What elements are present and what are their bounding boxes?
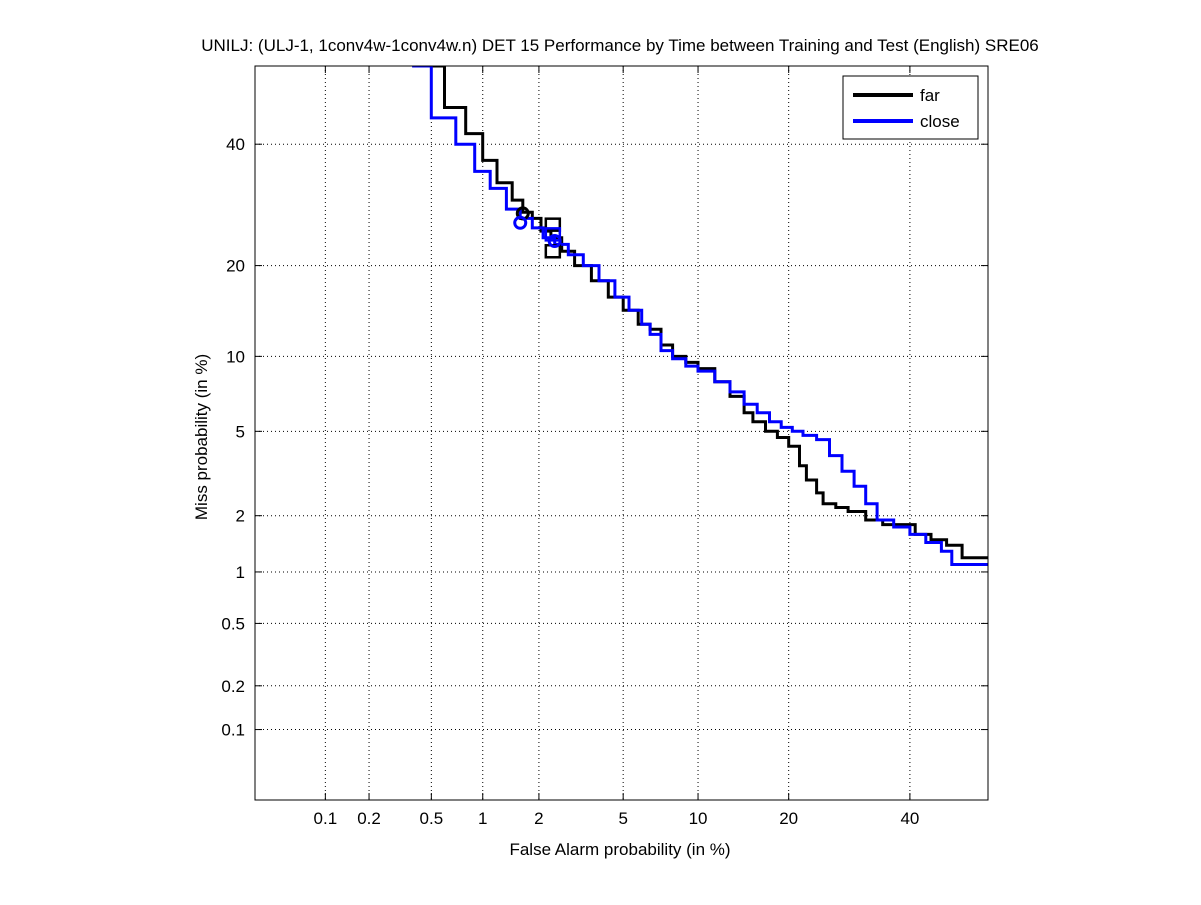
x-tick-labels: 0.1 0.2 0.5 1 2 5 10 20 40 bbox=[314, 809, 920, 828]
y-tick-label: 0.5 bbox=[221, 614, 245, 633]
y-tick-label: 10 bbox=[226, 347, 245, 366]
y-tick-label: 5 bbox=[236, 422, 245, 441]
x-tick-label: 2 bbox=[534, 809, 543, 828]
actual-dcf-point-far bbox=[544, 217, 562, 232]
x-tick-label: 0.1 bbox=[314, 809, 338, 828]
chart-title: UNILJ: (ULJ-1, 1conv4w-1conv4w.n) DET 15… bbox=[201, 36, 1038, 55]
operating-point-markers bbox=[513, 206, 562, 259]
y-tick-label: 0.2 bbox=[221, 677, 245, 696]
x-tick-label: 1 bbox=[478, 809, 487, 828]
y-tick-label: 2 bbox=[236, 507, 245, 526]
legend-label-far: far bbox=[920, 86, 940, 105]
x-tick-label: 5 bbox=[618, 809, 627, 828]
y-tick-label: 1 bbox=[236, 563, 245, 582]
legend-box bbox=[842, 75, 979, 140]
min-dcf-point-close bbox=[513, 215, 528, 230]
series-lines bbox=[412, 66, 988, 566]
plot-frame bbox=[254, 65, 989, 801]
x-tick-label: 0.2 bbox=[357, 809, 381, 828]
series-line-close bbox=[412, 66, 988, 566]
grid bbox=[255, 66, 988, 800]
actual-dcf-point-close bbox=[544, 227, 562, 242]
y-tick-label: 20 bbox=[226, 257, 245, 276]
x-tick-label: 0.5 bbox=[420, 809, 444, 828]
x-tick-label: 40 bbox=[900, 809, 919, 828]
x-tick-label: 10 bbox=[689, 809, 708, 828]
x-tick-label: 20 bbox=[779, 809, 798, 828]
y-tick-label: 40 bbox=[226, 135, 245, 154]
y-axis-label: Miss probability (in %) bbox=[192, 354, 211, 520]
series-line-far bbox=[423, 66, 988, 560]
y-tick-labels: 0.1 0.2 0.5 1 2 5 10 20 40 bbox=[221, 135, 245, 739]
legend-label-close: close bbox=[920, 112, 960, 131]
x-axis-label: False Alarm probability (in %) bbox=[509, 840, 730, 859]
y-tick-label: 0.1 bbox=[221, 721, 245, 740]
legend: far close bbox=[842, 75, 979, 140]
